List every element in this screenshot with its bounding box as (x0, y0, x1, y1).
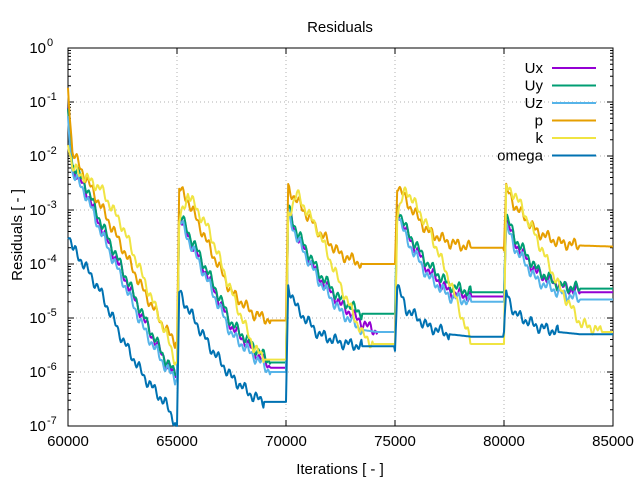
x-tick-label: 60000 (47, 433, 89, 450)
y-tick-base: 10 (29, 256, 46, 273)
y-tick-label: 10 (29, 310, 46, 327)
series-line-k (67, 144, 614, 366)
legend-label-Uz: Uz (525, 95, 543, 112)
y-tick-base: 10 (29, 310, 46, 327)
chart-title: Residuals (307, 19, 373, 36)
y-tick-exponent: -5 (47, 307, 57, 319)
y-tick-base: 10 (29, 202, 46, 219)
series-lines (67, 87, 614, 427)
x-tick-label: 65000 (156, 433, 198, 450)
x-tick-label: 80000 (483, 433, 525, 450)
y-tick-label: 10 (29, 148, 46, 165)
y-tick-exponent: -2 (47, 145, 57, 157)
y-tick-exponent: -1 (47, 91, 57, 103)
x-tick-label: 85000 (592, 433, 634, 450)
y-axis-label: Residuals [ - ] (9, 189, 26, 281)
y-tick-label: 10 (29, 40, 46, 57)
series-line-omega (67, 237, 614, 427)
plot-frame (67, 47, 614, 427)
y-tick-label: 10 (29, 256, 46, 273)
x-tick-label: 75000 (374, 433, 416, 450)
legend-label-Ux: Ux (525, 60, 544, 77)
y-tick-label: 10 (29, 418, 46, 435)
y-tick-label: 10 (29, 202, 46, 219)
legend-label-k: k (536, 130, 544, 147)
legend-label-omega: omega (497, 148, 544, 165)
y-tick-exponent: -7 (47, 415, 57, 427)
y-tick-base: 10 (29, 364, 46, 381)
y-tick-base: 10 (29, 418, 46, 435)
legend-label-Uy: Uy (525, 78, 544, 95)
y-tick-base: 10 (29, 148, 46, 165)
y-tick-label: 10 (29, 94, 46, 111)
y-tick-exponent: 0 (47, 37, 53, 49)
y-tick-label: 10 (29, 364, 46, 381)
y-tick-base: 10 (29, 94, 46, 111)
legend-label-p: p (535, 113, 543, 130)
y-tick-exponent: -4 (47, 253, 57, 265)
x-tick-label: 70000 (265, 433, 307, 450)
series-line-Uz (67, 116, 614, 386)
y-tick-exponent: -6 (47, 361, 57, 373)
x-axis-label: Iterations [ - ] (296, 461, 384, 478)
y-tick-exponent: -3 (47, 199, 57, 211)
series-line-Uy (67, 108, 614, 376)
y-tick-base: 10 (29, 40, 46, 57)
axes: 60000 65000 70000 75000 80000 8500010-710-610… (29, 37, 634, 450)
